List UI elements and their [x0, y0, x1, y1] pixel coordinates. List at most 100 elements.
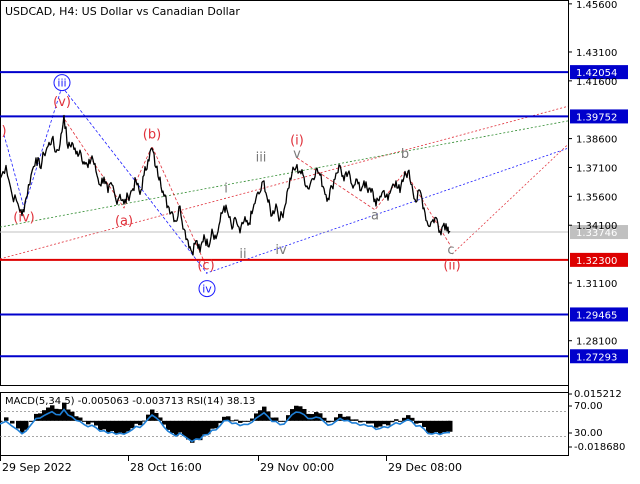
macd-bar	[410, 417, 415, 421]
macd-bar	[374, 420, 379, 428]
indicator-label: MACD(5,34,5) -0.005063 -0.003713 RSI(14)…	[5, 396, 255, 407]
macd-bar	[390, 420, 395, 423]
wave-label: b	[401, 147, 409, 162]
current-price-box	[570, 225, 628, 240]
wave-label: iii	[57, 77, 66, 90]
projection-line	[451, 144, 569, 255]
macd-bar	[442, 420, 447, 433]
wave-label: ii	[239, 247, 246, 262]
macd-bar	[434, 420, 439, 433]
macd-bar	[166, 420, 171, 430]
price-axis-tick-label: 1.45600	[576, 0, 617, 11]
macd-bar	[106, 420, 111, 433]
macd-bar	[86, 420, 91, 425]
macd-bar	[222, 416, 227, 421]
level-label-box	[570, 252, 628, 267]
green-channel-line	[0, 120, 569, 228]
wave-label: (i)	[290, 133, 304, 148]
macd-bar	[118, 420, 123, 433]
macd-bar	[16, 420, 21, 429]
macd-bar	[342, 416, 347, 421]
level-label-box	[570, 65, 628, 80]
level-label: 1.42054	[576, 68, 617, 79]
time-axis-tick-label: 29 Dec 08:00	[388, 461, 462, 474]
macd-bar	[178, 420, 183, 433]
macd-bar	[170, 420, 175, 434]
price-series-layer	[0, 114, 451, 256]
macd-bar	[138, 420, 143, 426]
time-axis-tick-label: 29 Nov 00:00	[260, 461, 334, 474]
price-axis-tick-label: 1.31100	[576, 279, 617, 290]
macd-bar	[448, 420, 453, 432]
macd-bar	[114, 420, 119, 434]
wave-label: a	[371, 208, 379, 223]
price-axis-tick-label: 1.41600	[576, 77, 617, 88]
macd-bar	[102, 420, 107, 430]
wave-label: (v)	[53, 95, 71, 110]
indicator-axis-label: -0.018680	[574, 442, 625, 453]
macd-bar	[130, 420, 135, 429]
macd-bar	[298, 406, 303, 421]
indicator-axis-label: 30.00	[574, 428, 603, 439]
macd-bar	[398, 420, 403, 422]
time-axis-tick-label: 28 Oct 16:00	[130, 461, 202, 474]
macd-bar	[218, 420, 223, 424]
wave-label: v	[293, 147, 301, 162]
wave-label: iii	[256, 151, 267, 166]
level-label: 1.32300	[576, 256, 617, 267]
macd-bar	[214, 420, 219, 429]
macd-bar	[354, 419, 359, 421]
macd-bar	[226, 416, 231, 421]
level-label: 1.29465	[576, 310, 617, 321]
macd-bar	[278, 420, 283, 422]
macd-bar	[62, 402, 67, 421]
level-label-box	[570, 307, 628, 322]
macd-bar	[202, 420, 207, 435]
macd-bar	[186, 420, 191, 440]
macd-bar	[34, 413, 39, 421]
macd-bar	[90, 420, 95, 423]
macd-bar	[414, 420, 419, 424]
macd-bar	[20, 420, 25, 434]
macd-bar	[386, 420, 391, 426]
macd-bar	[29, 420, 34, 422]
price-axis-tick-label: 1.43100	[576, 48, 617, 59]
macd-bar	[134, 420, 139, 424]
macd-bar	[238, 420, 243, 423]
macd-bar	[370, 420, 375, 424]
indicator-axis-label: 70.00	[574, 401, 603, 412]
wave-label: (c)	[197, 259, 214, 274]
macd-bar	[110, 420, 115, 432]
current-price-label: 1.33746	[576, 228, 617, 239]
macd-bar	[24, 420, 29, 430]
price-axis-tick-label: 1.28100	[576, 337, 617, 348]
macd-bar	[358, 420, 363, 423]
wave-label: (a)	[115, 214, 133, 229]
macd-bar	[242, 420, 247, 422]
macd-bar	[126, 420, 131, 432]
macd-bar	[94, 420, 99, 426]
macd-bar	[406, 415, 411, 421]
macd-bar	[430, 420, 435, 434]
macd-bar	[206, 420, 211, 435]
level-label-box	[570, 109, 628, 124]
price-axis-tick-label: 1.35600	[576, 192, 617, 203]
macd-bar	[394, 419, 399, 421]
main-panel-frame	[0, 0, 569, 386]
macd-bar	[330, 420, 335, 422]
macd-bar	[282, 420, 287, 422]
macd-bar	[426, 420, 431, 433]
macd-bar	[366, 420, 371, 424]
macd-bar	[158, 417, 163, 421]
macd-bar	[322, 417, 327, 421]
macd-bar	[318, 413, 323, 421]
macd-bar	[198, 420, 203, 441]
macd-bar	[162, 420, 167, 425]
price-line	[0, 114, 451, 256]
macd-bar	[418, 420, 423, 424]
macd-bar	[438, 420, 443, 435]
macd-bar	[4, 417, 9, 421]
wave-label: c	[447, 243, 454, 258]
